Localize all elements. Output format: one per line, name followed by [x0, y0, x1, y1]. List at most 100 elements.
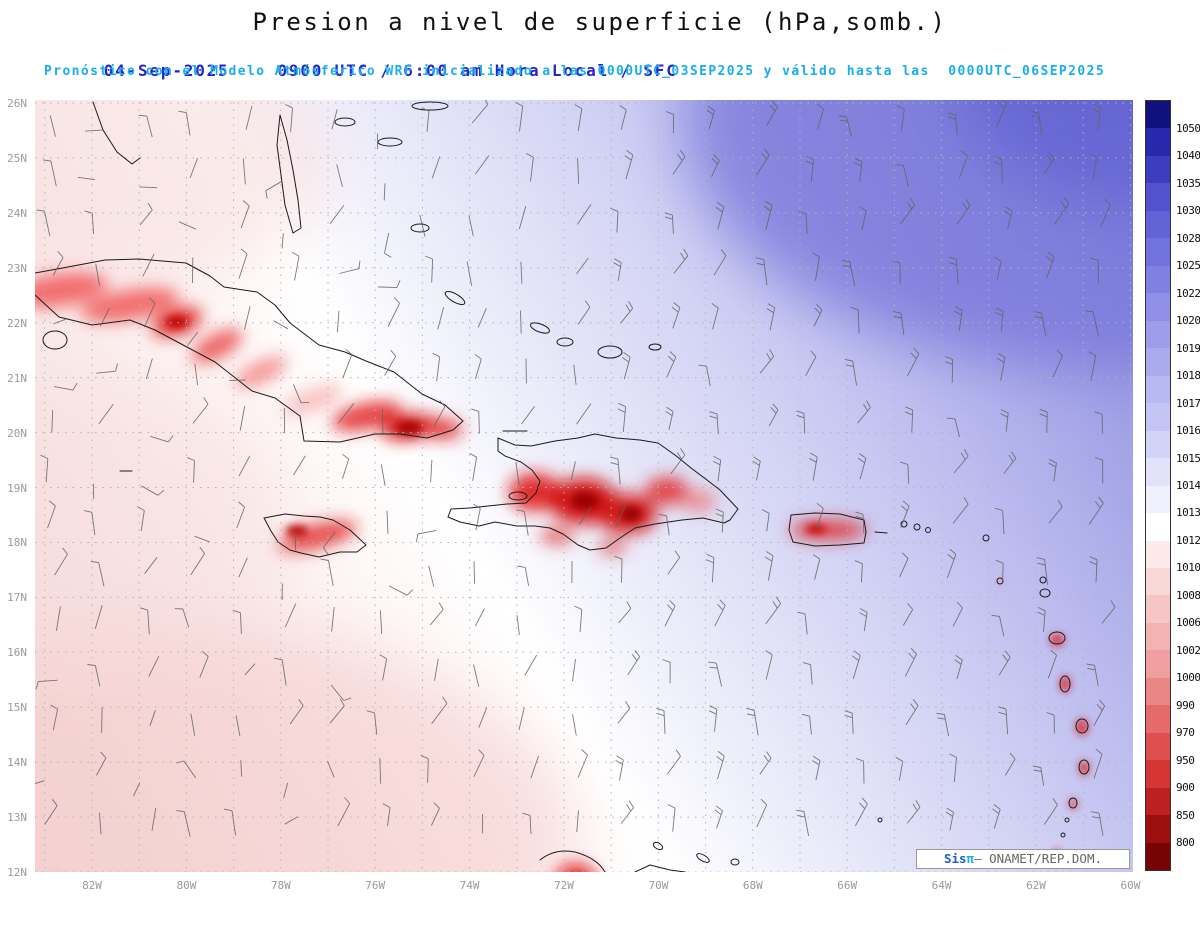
- colorbar-segment: [1146, 101, 1170, 129]
- lat-tick-label: 15N: [7, 701, 27, 715]
- colorbar-tick-label: 1035: [1176, 176, 1200, 190]
- lat-tick-label: 12N: [7, 866, 27, 880]
- colorbar-segment: [1146, 705, 1170, 733]
- lat-tick-label: 24N: [7, 206, 27, 220]
- colorbar-labels: 1050 1040 1035 1030 1028 1025 1022 1020 1019 1018…: [1176, 100, 1200, 871]
- jamaica-coastline: [263, 513, 367, 558]
- bonaire: [730, 858, 740, 866]
- colorbar-segment: [1146, 375, 1170, 404]
- colorbar: [1145, 100, 1171, 871]
- colorbar-segment: [1146, 265, 1170, 294]
- bahama-cay-3: [410, 223, 430, 233]
- terrain-pressure-lows: [12, 272, 1089, 894]
- colorbar-tick-label: 1008: [1176, 588, 1200, 602]
- bahama-cay-2: [377, 137, 403, 147]
- colorbar-tick-label: 850: [1176, 808, 1195, 822]
- colorbar-segment: [1146, 238, 1170, 266]
- colorbar-segment: [1146, 128, 1170, 156]
- colorbar-segment: [1146, 430, 1170, 459]
- forecast-model-info: Pronóstico con el Modelo Atmósferico WRF…: [44, 64, 1106, 79]
- vieques-island: [874, 531, 888, 534]
- colorbar-tick-label: 1013: [1176, 506, 1200, 520]
- colorbar-segment: [1146, 842, 1170, 871]
- colorbar-tick-label: 1018: [1176, 369, 1200, 383]
- colorbar-tick-label: 1030: [1176, 204, 1200, 218]
- colorbar-segment: [1146, 732, 1170, 761]
- grand-bahama: [411, 101, 449, 111]
- pi-symbol: π: [966, 851, 975, 866]
- datetime-line: 04-Sep-2025 0900 UTC / 6:00 am Hora Local…: [58, 42, 678, 99]
- colorbar-segment: [1146, 650, 1170, 678]
- andros-island: [276, 114, 302, 234]
- barbuda: [1039, 576, 1047, 584]
- lon-axis-labels: 82W 80W 78W 76W 74W 72W 70W 68W 66W 64W 62W 60W: [35, 877, 1140, 893]
- colorbar-segment: [1146, 567, 1170, 596]
- lat-tick-label: 17N: [7, 591, 27, 605]
- guadeloupe: [1048, 631, 1066, 645]
- virgin-island-1: [900, 520, 908, 528]
- antigua: [1039, 588, 1051, 598]
- lon-tick-label: 80W: [176, 879, 197, 892]
- colorbar-tick-label: 1000: [1176, 671, 1200, 685]
- great-inagua: [597, 345, 623, 359]
- lat-axis-labels: 26N 25N 24N 23N 22N 21N 20N 19N 18N 17N 16N 15N 14N 1…: [0, 97, 31, 879]
- gonave-island: [508, 491, 528, 501]
- st-lucia: [1078, 759, 1090, 775]
- colorbar-tick-label: 1015: [1176, 451, 1200, 465]
- lon-tick-label: 74W: [459, 879, 480, 892]
- colorbar-tick-label: 1025: [1176, 259, 1200, 273]
- page-title: Presion a nivel de superficie (hPa,somb.…: [252, 8, 948, 36]
- crooked-island: [530, 322, 550, 334]
- lat-tick-label: 13N: [7, 811, 27, 825]
- lon-tick-label: 62W: [1026, 879, 1046, 892]
- virgin-island-3: [925, 527, 931, 533]
- st-martin: [982, 534, 990, 542]
- martinique: [1075, 718, 1089, 734]
- colorbar-segment: [1146, 513, 1170, 541]
- colorbar-tick-label: 800: [1176, 836, 1195, 850]
- colorbar-tick-label: 1050: [1176, 121, 1200, 135]
- watermark-source: – ONAMET/REP.DOM.: [974, 851, 1103, 866]
- hispaniola-coastline: [447, 433, 739, 551]
- colorbar-tick-label: 1019: [1176, 341, 1200, 355]
- colorbar-segment: [1146, 210, 1170, 239]
- colorbar-tick-label: 1017: [1176, 396, 1200, 410]
- colorbar-tick-label: 990: [1176, 698, 1195, 712]
- acklins-island: [556, 337, 574, 347]
- coastlines: [34, 101, 1090, 873]
- curacao: [696, 853, 710, 863]
- lat-tick-label: 22N: [7, 316, 27, 330]
- lon-tick-label: 60W: [1120, 879, 1141, 892]
- colorbar-segment: [1146, 787, 1170, 816]
- isla-juventud: [42, 330, 68, 350]
- lat-tick-label: 26N: [7, 97, 27, 110]
- grenadine-2: [1060, 832, 1066, 838]
- colorbar-tick-label: 1012: [1176, 533, 1200, 547]
- colorbar-tick-label: 1014: [1176, 479, 1200, 492]
- colorbar-tick-label: 970: [1176, 726, 1195, 740]
- colorbar-tick-label: 1002: [1176, 643, 1200, 657]
- colorbar-segment: [1146, 293, 1170, 321]
- sispi-logo: Sis: [943, 851, 967, 866]
- colorbar-tick-label: 950: [1176, 753, 1195, 767]
- colorbar-tick-label: 1028: [1176, 231, 1200, 245]
- long-island-bahamas: [444, 291, 466, 305]
- colorbar-segment: [1146, 677, 1170, 706]
- aves-island: [877, 817, 883, 823]
- lon-tick-label: 66W: [837, 879, 858, 892]
- lon-tick-label: 78W: [270, 879, 291, 892]
- grenadine-1: [1064, 817, 1070, 823]
- lat-tick-label: 20N: [7, 426, 27, 440]
- colorbar-tick-label: 1022: [1176, 286, 1200, 300]
- lon-tick-label: 82W: [82, 879, 102, 892]
- colorbar-segment: [1146, 320, 1170, 349]
- colorbar-tick-label: 1006: [1176, 616, 1200, 630]
- puerto-rico-coastline: [788, 512, 867, 547]
- colorbar-segment: [1146, 348, 1170, 376]
- colorbar-segment: [1146, 155, 1170, 184]
- lat-tick-label: 21N: [7, 371, 27, 385]
- colorbar-segment: [1146, 540, 1170, 568]
